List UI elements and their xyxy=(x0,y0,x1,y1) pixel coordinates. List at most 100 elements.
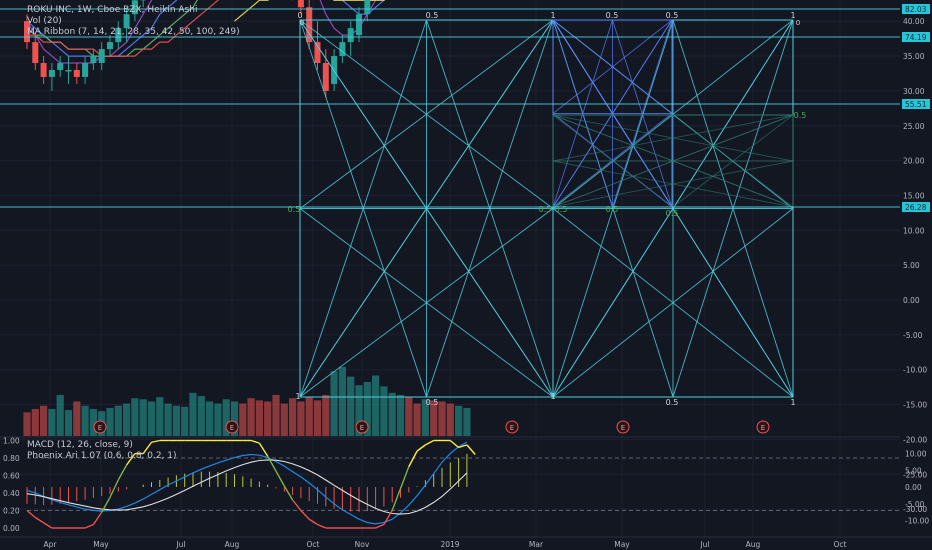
fan-label: 0.5 xyxy=(555,205,568,214)
earnings-marker-icon xyxy=(616,420,630,434)
volume-bar xyxy=(264,401,272,436)
candle-body xyxy=(306,7,313,43)
candle-body xyxy=(339,42,346,57)
candle-body xyxy=(73,69,80,77)
phoenix-line-segment xyxy=(117,464,128,481)
earnings-marker-icon xyxy=(93,420,107,434)
fan-label: 0.5 xyxy=(539,205,552,214)
volume-bar xyxy=(347,376,355,436)
volume-bar xyxy=(31,409,39,436)
earnings-marker-icon xyxy=(505,420,519,434)
volume-bar xyxy=(272,394,280,436)
phoenix-line-segment xyxy=(101,497,111,513)
volume-bar xyxy=(164,403,172,436)
phoenix-line-segment xyxy=(466,444,476,455)
phoenix-line-segment xyxy=(408,450,418,468)
volume-bar xyxy=(338,366,346,436)
volume-bar xyxy=(40,405,48,436)
phoenix-line-segment xyxy=(92,511,103,525)
horizontal-price-lines[interactable] xyxy=(0,8,900,208)
fan-label: 1 xyxy=(790,398,795,407)
phoenix-line-segment xyxy=(142,441,153,455)
price-label-box xyxy=(902,202,930,212)
macd-tick-label: 10.00 xyxy=(905,450,927,459)
symbol-title[interactable]: ROKU INC, 1W, Cboe BZX, Heikin Ashi xyxy=(27,5,198,15)
macd-tick-label: -10.00 xyxy=(905,517,929,526)
phoenix-line-segment xyxy=(425,439,435,446)
candle-body xyxy=(90,56,97,64)
volume-bar xyxy=(131,398,139,436)
volume-bar xyxy=(372,375,380,436)
volume-bar xyxy=(313,400,322,436)
candle-body xyxy=(322,63,329,91)
volume-bar xyxy=(330,371,338,436)
volume-bar xyxy=(156,397,164,436)
volume-legend[interactable]: Vol (20) xyxy=(27,16,62,26)
volume-bar xyxy=(438,401,446,436)
price-axis-bg xyxy=(900,0,932,550)
price-tick-label: 10.00 xyxy=(903,226,925,235)
fib-speed-fan[interactable]: 0 0.5 1 0.5 0.5 10.5 0.5 0.5 0.5 0.50.510.510.5 10… xyxy=(288,11,807,407)
time-tick-label: Aug xyxy=(746,540,761,549)
phoenix-line-segment xyxy=(151,439,160,443)
time-tick-label: May xyxy=(614,540,630,549)
fan-label: 0.5 xyxy=(666,398,679,407)
phoenix-line-segment xyxy=(34,516,44,524)
time-tick-label: Nov xyxy=(355,540,370,549)
volume-bar xyxy=(305,397,313,436)
price-label-box xyxy=(902,32,930,42)
volume-bar xyxy=(446,403,454,436)
earnings-marker-label: E xyxy=(761,424,765,432)
phoenix-line-segment xyxy=(317,523,327,529)
earnings-marker-label: E xyxy=(510,424,514,432)
phoenix-tick-label: 0.80 xyxy=(3,454,20,463)
volume-bar xyxy=(455,405,463,436)
fan-label: 0.5 xyxy=(666,11,679,20)
price-tick-label: -5.00 xyxy=(903,331,923,340)
volume-bar xyxy=(413,403,421,436)
phoenix-legend[interactable]: Phoenix Ari 1.07 (0.6, 0.8, 0.2, 1) xyxy=(27,451,177,461)
candle-body xyxy=(347,28,354,43)
volume-bar xyxy=(64,410,73,436)
volume-bar xyxy=(388,392,396,436)
volume-bar xyxy=(181,406,189,436)
volume-bar xyxy=(255,400,263,436)
price-tick-label: 25.00 xyxy=(903,122,925,131)
price-tick-label: 15.00 xyxy=(903,191,925,200)
candles xyxy=(24,0,377,98)
earnings-marker-icon xyxy=(355,420,369,434)
phoenix-line-segment xyxy=(26,509,36,519)
volume-bar xyxy=(405,397,413,436)
phoenix-line-segment xyxy=(250,439,260,444)
volume-bar xyxy=(48,409,56,436)
phoenix-line-segment xyxy=(458,444,468,449)
ma-ribbon-legend[interactable]: MA Ribbon (7, 14, 21, 28, 35, 42, 50, 10… xyxy=(27,27,240,37)
earnings-marker-icon xyxy=(756,420,770,434)
candle-body xyxy=(297,0,304,8)
volume-bar xyxy=(247,398,255,436)
fan-label: 0.5 xyxy=(666,209,679,218)
fan-label: 1 xyxy=(790,11,795,20)
candle-body xyxy=(40,63,47,77)
volume-bar xyxy=(430,400,438,436)
earnings-marker-icon xyxy=(225,420,239,434)
phoenix-line-segment xyxy=(399,466,410,489)
price-label-box xyxy=(902,4,930,14)
volume-bar xyxy=(23,412,31,436)
price-tick-label: 40.00 xyxy=(903,17,925,26)
candle-body xyxy=(364,0,371,15)
price-tick-label: -10.00 xyxy=(903,366,927,375)
candle-body xyxy=(65,69,72,72)
ma-line-100 xyxy=(234,0,386,22)
candle-body xyxy=(107,42,113,50)
time-tick-label: Oct xyxy=(834,540,847,549)
candle-body xyxy=(32,42,39,64)
earnings-marker-label: E xyxy=(230,424,234,432)
macd-legend[interactable]: MACD (12, 26, close, 9) xyxy=(27,440,133,450)
candle-body xyxy=(82,63,89,77)
candle-body xyxy=(131,0,138,15)
